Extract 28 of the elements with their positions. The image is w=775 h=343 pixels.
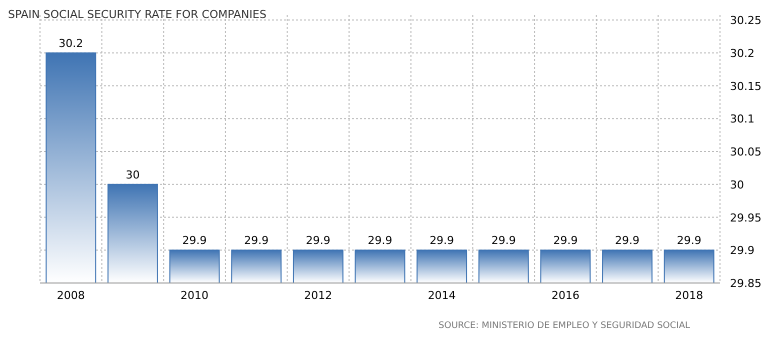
data-label: 29.9 (306, 234, 330, 248)
x-tick-label: 2018 (675, 289, 704, 302)
y-tick-label: 30.15 (730, 80, 762, 93)
y-tick-label: 30.1 (730, 112, 754, 126)
data-label: 29.9 (615, 234, 640, 248)
data-label: 29.9 (182, 234, 207, 248)
data-label: 29.9 (368, 234, 392, 248)
data-label: 29.9 (491, 234, 516, 248)
y-tick-label: 30.2 (730, 46, 754, 60)
data-label: 29.9 (430, 234, 454, 248)
y-tick-label: 30.05 (730, 146, 762, 158)
chart-title: SPAIN SOCIAL SECURITY RATE FOR COMPANIES (8, 8, 266, 21)
x-tick-label: 2016 (551, 289, 580, 302)
data-label: 29.9 (244, 234, 269, 248)
data-label: 29.9 (553, 234, 578, 248)
y-tick-label: 29.95 (730, 211, 762, 224)
x-tick-label: 2012 (304, 289, 332, 302)
y-tick-label: 30 (730, 178, 744, 192)
y-tick-label: 29.9 (730, 244, 754, 258)
data-label: 30.2 (58, 36, 84, 50)
data-label: 29.9 (676, 234, 702, 248)
x-tick-label: 2014 (428, 289, 456, 302)
y-tick-label: 30.25 (730, 14, 762, 27)
source-note: SOURCE: MINISTERIO DE EMPLEO Y SEGURIDAD SOCIAL (438, 321, 690, 331)
x-tick-label: 2008 (56, 289, 85, 302)
y-tick-label: 29.85 (730, 277, 762, 290)
data-label: 30 (126, 168, 140, 182)
x-tick-label: 2010 (180, 289, 209, 302)
